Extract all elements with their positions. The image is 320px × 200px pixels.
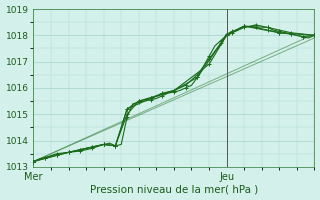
X-axis label: Pression niveau de la mer( hPa ): Pression niveau de la mer( hPa ) bbox=[90, 184, 258, 194]
